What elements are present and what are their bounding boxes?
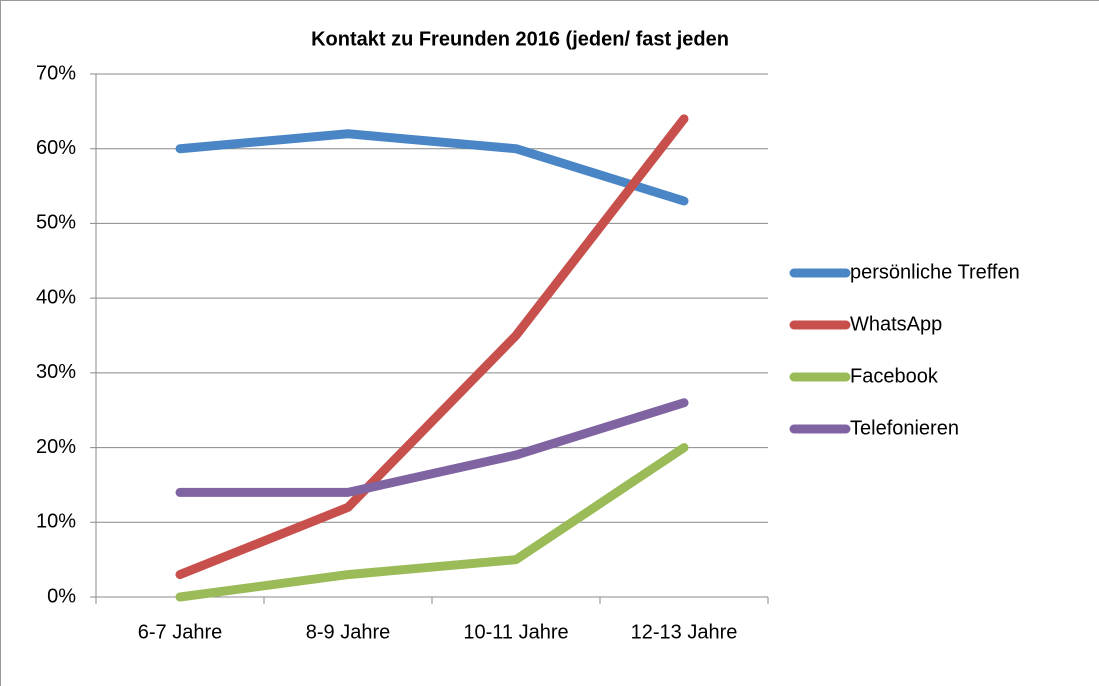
x-tick-label: 12-13 Jahre: [631, 621, 738, 643]
x-tick-label: 8-9 Jahre: [306, 621, 391, 643]
y-tick-label: 50%: [36, 212, 76, 234]
y-tick-label: 40%: [36, 286, 76, 308]
chart-title: Kontakt zu Freunden 2016 (jeden/ fast je…: [311, 28, 729, 50]
y-tick-label: 10%: [36, 511, 76, 533]
series-line: [175, 398, 689, 497]
legend-label: WhatsApp: [850, 313, 942, 335]
x-tick-label: 10-11 Jahre: [463, 621, 568, 643]
legend-label: Telefonieren: [850, 417, 959, 439]
x-tick-label: 6-7 Jahre: [138, 621, 223, 643]
y-tick-label: 30%: [36, 361, 76, 383]
legend-label: persönliche Treffen: [850, 261, 1020, 283]
y-tick-label: 70%: [36, 62, 76, 84]
y-tick-label: 0%: [47, 585, 76, 607]
y-tick-label: 60%: [36, 137, 76, 159]
series-line: [175, 114, 689, 580]
series-line: [175, 443, 689, 602]
y-tick-label: 20%: [36, 436, 76, 458]
series-line: [175, 129, 689, 206]
legend-label: Facebook: [850, 365, 939, 387]
